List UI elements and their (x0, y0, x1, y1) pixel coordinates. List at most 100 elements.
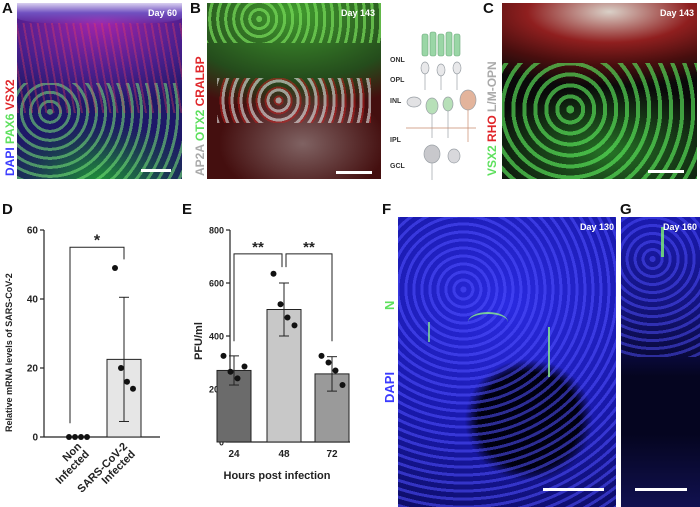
day-label-b: Day 143 (341, 8, 376, 18)
xtick-label-line: 24 (228, 449, 240, 460)
day-label-c: Day 143 (660, 8, 695, 18)
data-point (112, 264, 118, 271)
xtick-label: 72 (326, 449, 338, 460)
panel-letter-f: F (382, 201, 392, 218)
data-point (284, 314, 291, 321)
chart-e-significance: ** ** (233, 239, 333, 342)
label-cralbp: CRALBP (193, 56, 207, 107)
data-point (234, 375, 241, 382)
data-point (84, 434, 90, 440)
significance-stars-right: ** (303, 239, 315, 256)
data-point (270, 270, 277, 277)
label-dapi: DAPI (3, 147, 17, 176)
data-point (277, 301, 284, 308)
data-point (339, 382, 346, 389)
photoreceptors (421, 31, 461, 57)
panel-letter-d: D (2, 201, 13, 218)
day-label-a: Day 60 (148, 8, 178, 18)
layer-label-gcl: GCL (390, 163, 406, 170)
label-vsx2: VSX2 (3, 79, 17, 111)
scale-bar-g (635, 488, 687, 491)
ytick-label: 400 (209, 332, 224, 342)
data-point (241, 363, 248, 370)
chart-d: Relative mRNA levels of SARS-CoV-2 0 20 40… (4, 226, 160, 495)
data-point (118, 365, 124, 371)
day-label-g: Day 160 (663, 222, 698, 232)
ytick-label: 20 (27, 364, 39, 375)
layer-label-ipl: IPL (390, 137, 402, 144)
layer-label-opl: OPL (390, 77, 405, 84)
chart-e-points (220, 270, 346, 389)
label-lmopn: L/M-OPN (485, 61, 499, 112)
panel-letter-g: G (620, 201, 632, 218)
label-vsx2-c: VSX2 (485, 145, 499, 176)
chart-e-bars (216, 282, 350, 443)
layer-labels: ONL OPL INL IPL GCL (390, 57, 406, 170)
label-otx2: OTX2 (193, 109, 207, 142)
data-point (325, 359, 332, 366)
retina-layer-diagram: ONL OPL INL IPL GCL (390, 31, 477, 180)
micrograph-f (398, 217, 616, 507)
chart-e: PFU/ml Hours post infection 020040060080… (193, 226, 350, 482)
xtick-label: 48 (278, 449, 290, 460)
label-ap2a: AP2A (193, 144, 207, 176)
layer-label-inl: INL (390, 98, 402, 105)
significance-stars-left: ** (252, 239, 264, 256)
label-pax6: PAX6 (3, 113, 17, 144)
panel-c-channel-labels: VSX2 RHO L/M-OPN (485, 61, 499, 176)
xtick-label: 24 (228, 449, 240, 460)
chart-e-ylabel: PFU/ml (193, 322, 205, 360)
ytick-label: 60 (27, 226, 39, 237)
significance-bracket-right (285, 253, 333, 342)
panel-f-label-dapi: DAPI (382, 371, 397, 403)
panel-letter-e: E (182, 201, 193, 218)
micrograph-b (207, 3, 381, 179)
data-point (124, 378, 130, 385)
chart-d-ylabel: Relative mRNA levels of SARS-CoV-2 (4, 273, 14, 432)
micrograph-g (621, 217, 700, 507)
xtick-label-line: 72 (326, 449, 338, 460)
ytick-label: 40 (27, 295, 39, 306)
ytick-label: 0 (32, 433, 38, 444)
data-point (318, 352, 325, 359)
data-point (227, 368, 234, 375)
panel-letter-c: C (483, 0, 494, 17)
scale-bar-c (648, 170, 684, 173)
micrograph-c (502, 3, 697, 179)
scale-bar-b (336, 171, 372, 174)
significance-bracket-left (233, 253, 283, 342)
significance-bracket (69, 246, 125, 424)
significance-star: * (94, 232, 101, 249)
data-point (130, 385, 136, 392)
micrograph-a (17, 3, 182, 179)
chart-e-xticks: 24 48 72 (228, 449, 338, 460)
chart-e-xlabel: Hours post infection (224, 470, 331, 482)
chart-d-significance: * (69, 232, 125, 424)
ytick-label: 800 (209, 226, 224, 236)
data-point (72, 434, 78, 440)
data-point (332, 367, 339, 374)
data-point (220, 352, 227, 359)
scale-bar-a (141, 169, 171, 172)
chart-d-points (66, 264, 136, 440)
xtick-label-line: 48 (278, 449, 290, 460)
scale-bar-f (543, 488, 604, 491)
day-label-f: Day 130 (580, 222, 615, 232)
data-point (66, 434, 72, 440)
layer-label-onl: ONL (390, 57, 406, 64)
ytick-label: 200 (209, 385, 224, 395)
panel-letter-a: A (2, 0, 13, 17)
label-rho: RHO (485, 115, 499, 142)
panel-a-channel-labels: DAPI PAX6 VSX2 (3, 79, 17, 176)
data-point (291, 322, 298, 329)
data-point (78, 434, 84, 440)
panel-b-channel-labels: AP2A OTX2 CRALBP (193, 56, 207, 176)
panel-f-label-n: N (382, 300, 397, 310)
chart-d-bars (106, 296, 142, 438)
neuron-cells (406, 61, 477, 180)
ytick-label: 600 (209, 279, 224, 289)
panel-letter-b: B (190, 0, 201, 17)
chart-d-axes (43, 230, 160, 438)
chart-d-yticks: 0 20 40 60 (27, 226, 44, 444)
